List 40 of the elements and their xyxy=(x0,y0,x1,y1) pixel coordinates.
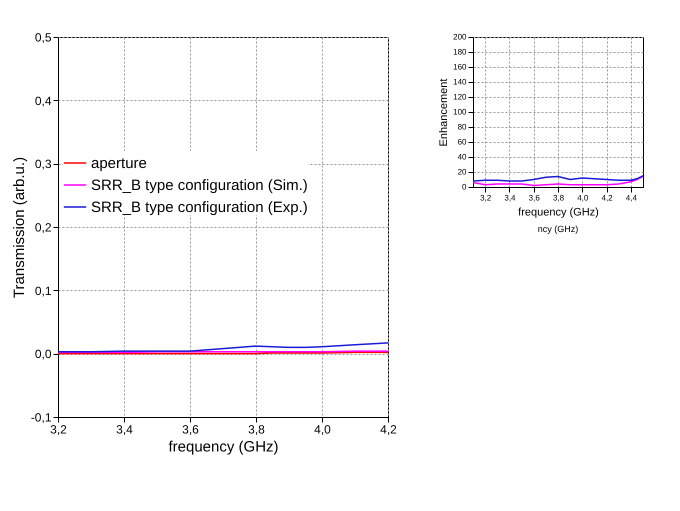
y-tick-label: 0 xyxy=(462,182,468,192)
x-axis-title: frequency (GHz) xyxy=(518,206,599,218)
y-tick-label: 0,5 xyxy=(34,30,52,44)
y-tick-label: 20 xyxy=(458,168,468,176)
legend-label: SRR_B type configuration (Sim.) xyxy=(91,177,308,194)
y-tick-label: 40 xyxy=(458,152,468,162)
y-tick-label: 60 xyxy=(458,138,468,146)
y-axis-title: Enhancement xyxy=(438,78,450,146)
x-tick-label: 3,2 xyxy=(50,422,68,436)
legend-label: SRR_B type configuration (Exp.) xyxy=(91,199,308,216)
x-tick-label: 3,6 xyxy=(528,194,540,202)
x-tick-label: 3,4 xyxy=(116,422,134,436)
x-tick-label: 3,2 xyxy=(480,194,492,202)
x-tick-label: 4,4 xyxy=(626,194,638,202)
x-tick-label: 4,2 xyxy=(602,194,614,202)
legend-label: aperture xyxy=(91,155,147,172)
y-tick-label: 140 xyxy=(453,78,468,86)
y-tick-label: 160 xyxy=(453,62,468,72)
y-tick-label: 0,4 xyxy=(34,94,52,108)
text: ncy (GHz) xyxy=(538,224,578,234)
y-tick-label: 180 xyxy=(453,48,468,56)
x-tick-label: 3,8 xyxy=(248,422,266,436)
y-tick-label: 0,2 xyxy=(34,220,52,234)
y-tick-label: 120 xyxy=(453,92,468,102)
x-tick-label: 4,2 xyxy=(380,422,398,436)
y-tick-label: -0,1 xyxy=(30,410,52,424)
x-tick-label: 4,0 xyxy=(577,194,589,202)
y-tick-label: 80 xyxy=(458,122,468,132)
x-tick-label: 3,6 xyxy=(182,422,200,436)
y-tick-label: 0,0 xyxy=(34,347,52,362)
x-tick-label: 3,4 xyxy=(504,194,516,202)
y-axis-title: Transmission (arb.u.) xyxy=(10,156,28,298)
x-axis-title: frequency (GHz) xyxy=(168,438,279,456)
y-tick-label: 200 xyxy=(453,32,468,42)
y-tick-label: 0,3 xyxy=(34,157,52,172)
y-tick-label: 100 xyxy=(453,108,468,116)
line-series xyxy=(57,342,389,353)
x-tick-label: 3,8 xyxy=(552,194,565,202)
x-tick-label: 4,0 xyxy=(314,422,332,436)
y-tick-label: 0,1 xyxy=(34,284,52,298)
